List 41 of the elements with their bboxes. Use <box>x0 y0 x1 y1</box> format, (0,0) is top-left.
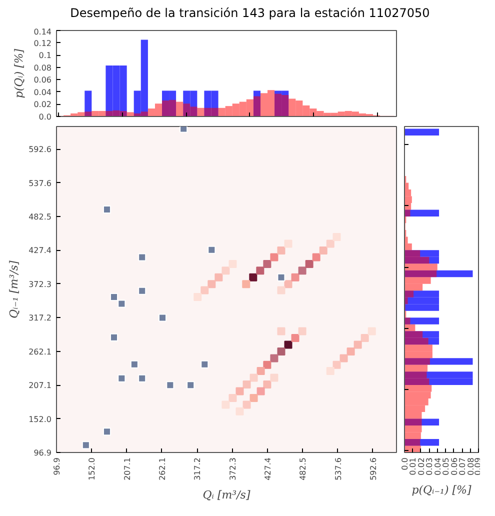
y-tick-label: 0.08 <box>34 63 52 72</box>
y-tick-label: 262.1 <box>28 347 52 356</box>
chart-title: Desempeño de la transición 143 para la estación 11027050 <box>70 5 430 22</box>
y-tick-label: 0.12 <box>34 38 52 48</box>
y-tick-label: 0.04 <box>34 88 52 97</box>
y-tick-label: 427.4 <box>28 246 52 256</box>
x-tick-label: 0.07 <box>458 458 468 476</box>
y-tick-label: 96.9 <box>34 448 52 458</box>
x-axis-title: Qᵢ [m³/s] <box>202 488 251 502</box>
x-tick-label: 592.6 <box>368 457 378 480</box>
x-tick-label: 372.3 <box>228 457 238 480</box>
y-tick-label: 0.1 <box>38 51 52 60</box>
y-tick-label: 152.0 <box>28 414 52 424</box>
x-tick-label: 0.04 <box>433 458 442 476</box>
x-tick-label: 0.06 <box>450 458 459 476</box>
x-tick-label: 0.08 <box>466 458 476 476</box>
x-tick-label: 427.4 <box>263 457 272 480</box>
x-tick-label: 537.6 <box>334 457 343 480</box>
x-axis-title: p(Qᵢ₋₁) [%] <box>412 483 472 496</box>
y-tick-label: 372.3 <box>28 280 52 289</box>
x-tick-label: 0.01 <box>408 458 418 476</box>
x-tick-label: 152.0 <box>88 457 97 480</box>
x-tick-label: 0.0 <box>400 457 410 470</box>
x-tick-label: 0.02 <box>416 458 426 476</box>
y-tick-label: 317.2 <box>28 314 52 323</box>
y-tick-label: 207.1 <box>28 381 52 390</box>
y-tick-label: 482.5 <box>28 212 52 222</box>
y-tick-label: 537.6 <box>28 178 52 188</box>
x-tick-label: 207.1 <box>122 457 132 480</box>
x-tick-label: 482.5 <box>298 457 308 480</box>
y-axis-title: Qᵢ₋₁ [m³/s] <box>8 260 21 318</box>
x-tick-label: 0.03 <box>425 458 434 476</box>
y-tick-label: 0.14 <box>34 28 52 36</box>
x-tick-label: 262.1 <box>158 457 167 480</box>
x-tick-label: 0.05 <box>442 458 451 476</box>
x-tick-label: 317.2 <box>193 457 202 480</box>
y-tick-label: 0.02 <box>34 100 52 110</box>
y-tick-label: 0.06 <box>34 76 52 85</box>
y-tick-label: 592.6 <box>28 145 52 154</box>
y-tick-label: 0.0 <box>38 112 52 122</box>
y-axis-title: p(Qᵢ) [%] <box>12 48 26 98</box>
